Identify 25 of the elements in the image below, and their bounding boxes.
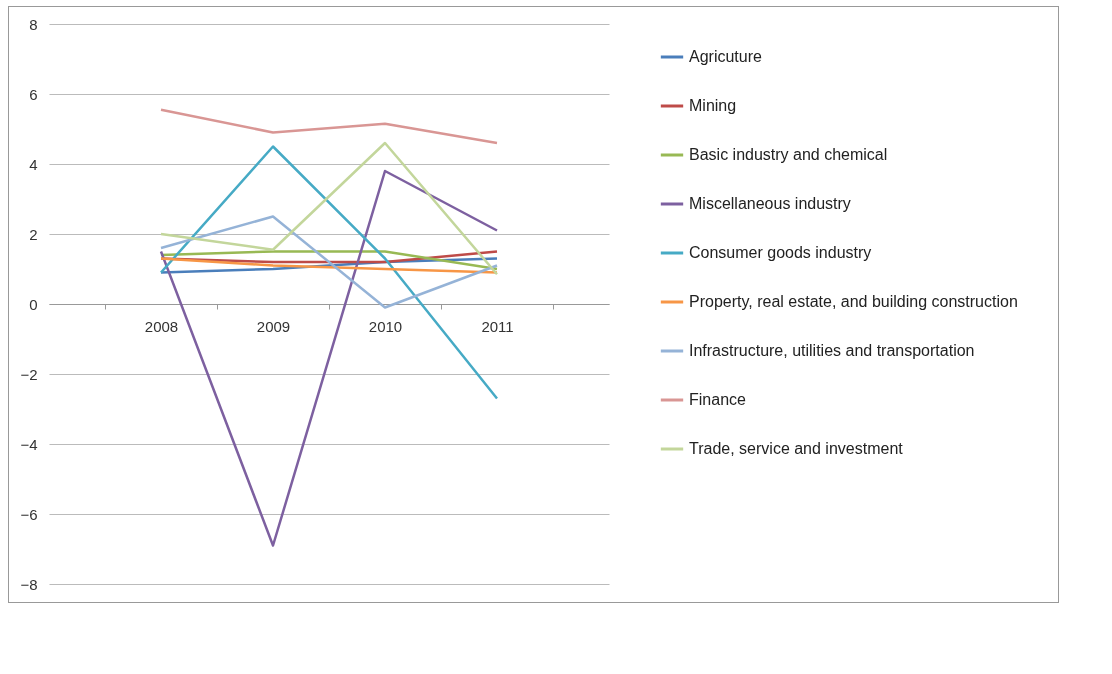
legend-label: Consumer goods industry bbox=[689, 244, 872, 261]
legend-label: Mining bbox=[689, 97, 737, 114]
y-tick-label: −4 bbox=[20, 435, 38, 453]
x-tick-label: 2011 bbox=[481, 317, 514, 335]
x-tick-label: 2009 bbox=[256, 317, 291, 335]
y-tick-label: 6 bbox=[29, 85, 38, 103]
legend-label: Agricuture bbox=[689, 48, 763, 65]
y-tick-label: 8 bbox=[29, 15, 38, 33]
legend-label: Finance bbox=[689, 391, 747, 408]
legend-label: Infrastructure, utilities and transportation bbox=[689, 342, 975, 359]
line-series bbox=[159, 141, 499, 276]
legend-label: Property, real estate, and building construction bbox=[689, 293, 1018, 310]
y-tick-label: 4 bbox=[29, 155, 38, 173]
line-series bbox=[159, 108, 499, 145]
legend-label: Trade, service and investment bbox=[689, 440, 904, 457]
y-tick-label: −8 bbox=[20, 575, 38, 593]
y-tick-label: −2 bbox=[20, 365, 38, 383]
y-tick-label: 2 bbox=[29, 225, 38, 243]
x-tick-label: 2010 bbox=[368, 317, 403, 335]
line-series bbox=[159, 215, 499, 309]
legend-label: Basic industry and chemical bbox=[689, 146, 888, 163]
y-tick-label: 0 bbox=[29, 295, 38, 313]
y-tick-label: −6 bbox=[20, 505, 38, 523]
x-tick-label: 2008 bbox=[144, 317, 179, 335]
legend-label: Miscellaneous industry bbox=[689, 195, 851, 212]
